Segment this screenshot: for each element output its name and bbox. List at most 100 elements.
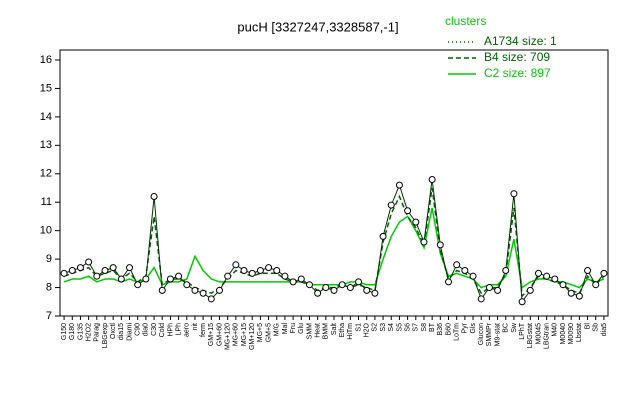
- data-point: [404, 207, 412, 215]
- data-point: [101, 266, 109, 274]
- y-tick-label: 15: [40, 82, 52, 94]
- data-point: [199, 289, 207, 297]
- legend-label: A1734 size: 1: [484, 34, 557, 48]
- data-point: [232, 261, 240, 269]
- chart-title: pucH [3327247,3328587,-1]: [237, 19, 398, 34]
- x-tick-label: GM+60: [216, 323, 223, 346]
- data-point: [485, 284, 493, 292]
- x-tick-label: M40: [552, 323, 559, 337]
- data-point: [534, 269, 542, 277]
- data-point: [85, 258, 93, 266]
- x-tick-label: LPhT: [519, 322, 526, 339]
- x-tick-label: BT: [429, 322, 436, 332]
- x-tick-label: M0040: [560, 323, 567, 345]
- data-point: [109, 264, 117, 272]
- x-tick-label: Sw: [511, 322, 518, 333]
- x-tick-label: Heat: [314, 323, 321, 338]
- y-tick-label: 14: [40, 111, 52, 123]
- x-tick-label: LoTm: [454, 323, 461, 341]
- x-tick-label: dia0: [143, 323, 150, 336]
- x-tick-label: Glu: [298, 323, 305, 334]
- data-point: [518, 298, 526, 306]
- data-point: [592, 281, 600, 289]
- y-tick-label: 8: [46, 281, 52, 293]
- x-tick-label: SMMPr: [486, 322, 493, 346]
- x-tick-label: Glucon: [478, 323, 485, 345]
- data-point: [256, 266, 264, 274]
- plot-box: [59, 49, 609, 317]
- legend-title: clusters: [445, 14, 486, 28]
- data-point: [215, 286, 223, 294]
- data-point: [289, 278, 297, 286]
- x-tick-label: aero: [184, 323, 191, 337]
- data-point: [60, 269, 68, 277]
- data-point: [469, 272, 477, 280]
- data-point: [240, 266, 248, 274]
- data-point: [461, 266, 469, 274]
- x-tick-label: MG+120: [225, 323, 232, 350]
- data-point: [346, 284, 354, 292]
- data-point: [559, 281, 567, 289]
- data-point: [297, 275, 305, 283]
- x-tick-label: MG+15: [241, 323, 248, 346]
- x-tick-label: S5: [396, 323, 403, 332]
- data-point: [322, 284, 330, 292]
- x-tick-label: M0045: [535, 323, 542, 345]
- x-tick-label: GM+5: [265, 323, 272, 342]
- data-point: [134, 281, 142, 289]
- x-tick-label: Pyr: [462, 322, 469, 333]
- legend-label: C2 size: 897: [484, 66, 551, 80]
- data-point: [567, 289, 575, 297]
- data-point: [183, 281, 191, 289]
- x-tick-label: Lbstat: [576, 323, 583, 342]
- x-tick-label: GM+15: [208, 323, 215, 346]
- x-tick-label: Sb: [593, 323, 600, 332]
- x-tick-label: Diami: [126, 323, 133, 341]
- data-point: [445, 278, 453, 286]
- x-tick-label: HiTm: [347, 323, 354, 340]
- data-point: [207, 295, 215, 303]
- y-tick-label: 10: [40, 225, 52, 237]
- data-point: [575, 292, 583, 300]
- data-point: [420, 238, 428, 246]
- data-point: [126, 264, 134, 272]
- data-point: [338, 281, 346, 289]
- x-tick-label: M0090: [568, 323, 575, 345]
- x-tick-label: LBGtran: [544, 323, 551, 349]
- data-point: [175, 272, 183, 280]
- data-point: [158, 286, 166, 294]
- x-tick-label: Salt: [331, 323, 338, 335]
- x-tick-label: LPh: [175, 323, 182, 336]
- y-tick-label: 12: [40, 168, 52, 180]
- data-point: [387, 201, 395, 209]
- data-point: [584, 266, 592, 274]
- x-tick-label: G135: [77, 323, 84, 340]
- data-point: [526, 286, 534, 294]
- data-point: [265, 264, 273, 272]
- data-point: [453, 261, 461, 269]
- data-point: [371, 289, 379, 297]
- x-tick-label: B60: [445, 323, 452, 336]
- x-tick-label: SMM: [306, 323, 313, 340]
- y-tick-label: 9: [46, 253, 52, 265]
- data-point: [600, 269, 608, 277]
- x-tick-label: M/G: [274, 323, 281, 336]
- x-tick-label: LBGstat: [527, 323, 534, 348]
- data-point: [379, 232, 387, 240]
- data-point: [142, 275, 150, 283]
- data-point: [477, 295, 485, 303]
- x-tick-label: H2O: [364, 322, 371, 337]
- data-point: [436, 241, 444, 249]
- data-point: [93, 272, 101, 280]
- data-point: [330, 286, 338, 294]
- x-tick-label: B36: [437, 323, 444, 336]
- data-point: [305, 281, 313, 289]
- data-point: [428, 175, 436, 183]
- data-point: [68, 266, 76, 274]
- x-tick-label: MG+5: [257, 323, 264, 342]
- x-tick-label: nit: [192, 323, 199, 330]
- x-tick-label: Mal: [282, 323, 289, 335]
- data-point: [502, 266, 510, 274]
- x-tick-label: S7: [413, 323, 420, 332]
